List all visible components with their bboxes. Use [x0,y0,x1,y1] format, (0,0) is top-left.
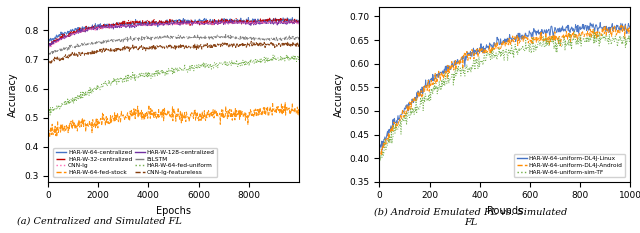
Text: (a) Centralized and Simulated FL: (a) Centralized and Simulated FL [17,217,182,226]
Legend: HAR-W-64-centralized, HAR-W-32-centralized, CNN-lg, HAR-W-64-fed-stock, HAR-W-12: HAR-W-64-centralized, HAR-W-32-centraliz… [53,148,217,177]
X-axis label: Rounds: Rounds [487,206,523,216]
Y-axis label: Accuracy: Accuracy [334,72,344,117]
Y-axis label: Accuracy: Accuracy [8,72,19,117]
Legend: HAR-W-64-uniform-DL4J-Linux, HAR-W-64-uniform-DL4J-Android, HAR-W-64-uniform-sim: HAR-W-64-uniform-DL4J-Linux, HAR-W-64-un… [514,154,625,177]
Text: (b) Android Emulated FL vs. Simulated
FL: (b) Android Emulated FL vs. Simulated FL [374,207,567,227]
X-axis label: Epochs: Epochs [156,206,191,216]
